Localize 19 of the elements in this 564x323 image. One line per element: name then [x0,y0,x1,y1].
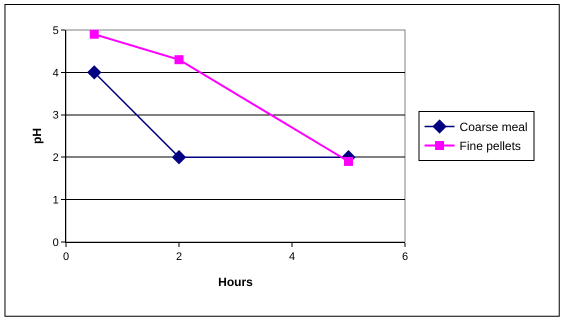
y-axis-title: pH [30,128,44,144]
point [172,150,186,164]
y-tick-label: 0 [52,236,59,249]
point [87,65,102,80]
point [344,156,353,166]
y-tick-label: 4 [52,67,59,80]
x-axis-title: Hours [218,275,254,290]
y-tick-label: 1 [52,194,59,206]
x-tick-label: 0 [62,251,70,264]
y-tick-label: 3 [52,110,59,122]
y-tick-label: 5 [52,24,59,37]
x-tick-label: 4 [288,251,296,264]
point [90,30,99,39]
point [174,55,184,64]
legend-label: Coarse meal [460,120,528,134]
x-tick-label: 6 [402,251,408,264]
x-tick-label: 2 [176,251,182,264]
legend-label: Fine pellets [460,139,521,154]
y-tick-label: 2 [52,152,59,164]
